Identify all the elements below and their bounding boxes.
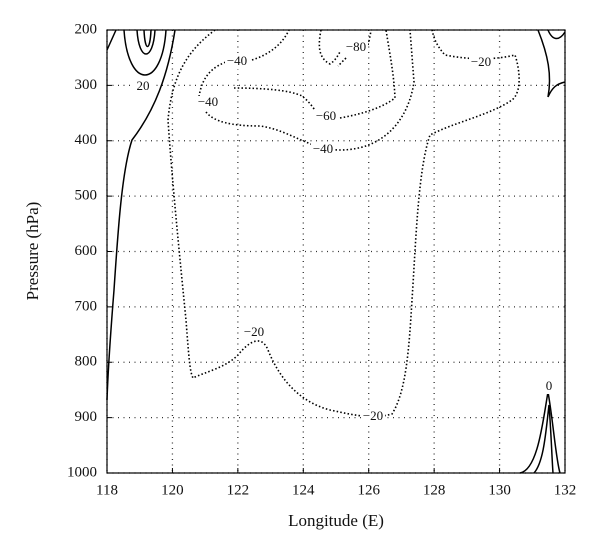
- x-tick-label: 122: [227, 482, 250, 498]
- axes: [106, 29, 566, 474]
- contour-label: −60: [316, 108, 336, 123]
- y-tick-label: 1000: [67, 464, 97, 480]
- y-tick-label: 200: [75, 21, 98, 37]
- x-tick-label: 132: [554, 482, 577, 498]
- x-tick-label: 118: [96, 482, 118, 498]
- contour-line: [106, 29, 176, 401]
- contour-line: [233, 29, 396, 119]
- contour-line: [123, 29, 167, 76]
- y-tick-label: 400: [75, 132, 98, 148]
- contour-label-bg: [225, 55, 249, 69]
- contour-label: −20: [363, 408, 383, 423]
- contour-line: [537, 29, 566, 98]
- x-tick-label: 126: [357, 482, 380, 498]
- contour-line: [547, 29, 566, 40]
- contour-label-bg: [361, 410, 385, 424]
- contour-label: −40: [227, 53, 247, 68]
- y-tick-label: 600: [75, 243, 98, 259]
- plot-frame: [106, 29, 566, 474]
- contour-label-bg: [131, 80, 155, 94]
- contour-label: −40: [198, 94, 218, 109]
- contour-label-bg: [314, 110, 338, 124]
- x-axis-label: Longitude (E): [288, 511, 384, 530]
- contour-label-bg: [242, 326, 266, 340]
- contour-label-bg: [537, 380, 561, 394]
- y-tick-label: 500: [75, 188, 98, 204]
- contour-label: −40: [313, 141, 333, 156]
- y-axis-label: Pressure (hPa): [23, 202, 42, 301]
- contour-line: [106, 29, 117, 51]
- contour-line: [318, 29, 372, 67]
- contour-label-bg: [311, 143, 335, 157]
- contour-line: [533, 404, 554, 474]
- y-tick-label: 900: [75, 409, 98, 425]
- contour-label-bg: [469, 56, 493, 70]
- contour-label: −20: [244, 324, 264, 339]
- contour-label: 0: [546, 378, 553, 393]
- contour-label: 20: [137, 78, 150, 93]
- y-tick-label: 300: [75, 77, 98, 93]
- y-tick-label: 700: [75, 298, 98, 314]
- contour-line: [143, 29, 152, 48]
- x-tick-label: 130: [488, 482, 511, 498]
- contour-label-bg: [344, 41, 368, 55]
- y-tick-label: 800: [75, 354, 98, 370]
- x-tick-label: 120: [161, 482, 184, 498]
- contour-line: [205, 29, 415, 151]
- x-tick-label: 128: [423, 482, 446, 498]
- grid: [106, 29, 566, 474]
- x-tick-label: 124: [292, 482, 315, 498]
- contour-label: −20: [471, 54, 491, 69]
- contours: [106, 29, 566, 474]
- contour-line: [167, 29, 520, 418]
- contour-line: [136, 29, 156, 55]
- contour-label: −80: [346, 39, 366, 54]
- contour-label-bg: [196, 96, 220, 110]
